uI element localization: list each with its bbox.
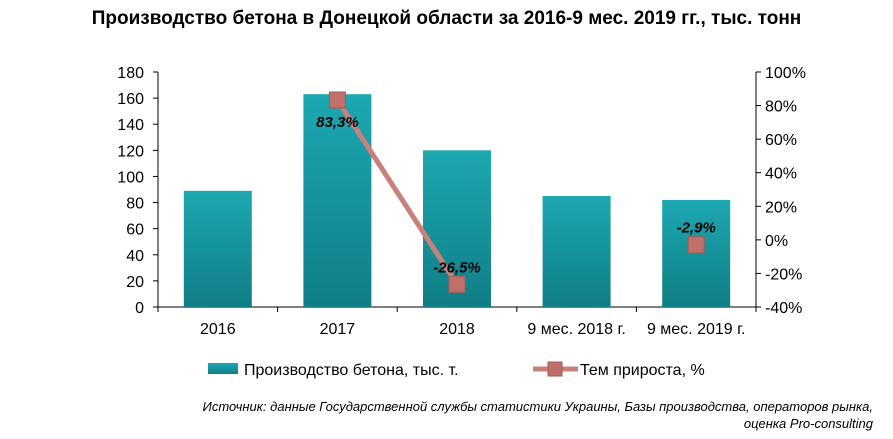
growth-line-segment (334, 97, 460, 287)
y-tick-label: 140 (117, 117, 144, 134)
x-tick-label: 9 мес. 2018 г. (527, 321, 626, 338)
y2-tick-label: 60% (765, 132, 797, 149)
y-tick-label: 80 (126, 196, 144, 213)
legend-label-line: Тем прироста, % (580, 362, 705, 379)
source-line-2: оценка Pro-consulting (743, 416, 873, 431)
y-tick-label: 120 (117, 143, 144, 160)
growth-marker (448, 275, 466, 293)
growth-marker (328, 91, 346, 109)
bar (542, 196, 611, 307)
y2-tick-label: -40% (765, 300, 802, 317)
source-line-1: Источник: данные Государственной службы … (202, 399, 873, 414)
y-tick-label: 20 (126, 274, 144, 291)
growth-data-label: -2,9% (677, 220, 716, 237)
legend-swatch-marker (547, 361, 563, 377)
x-tick-label: 2018 (439, 321, 475, 338)
y2-tick-label: 20% (765, 199, 797, 216)
bar (662, 199, 731, 307)
growth-data-label: 83,3% (316, 114, 359, 131)
y-tick-label: 60 (126, 222, 144, 239)
chart: 0 20 40 60 80 100 120 140 160 180 -40% -20% 0% 20% 40%… (117, 65, 806, 379)
y-tick-label: 0 (135, 300, 144, 317)
chart-title: Производство бетона в Донецкой области з… (91, 8, 802, 29)
bar (303, 94, 372, 307)
x-tick-label: 9 мес. 2019 г. (647, 321, 746, 338)
y2-tick-label: 40% (765, 166, 797, 183)
y-tick-label: 100 (117, 169, 144, 186)
y2-tick-label: 0% (765, 233, 788, 250)
legend-label-bar: Производство бетона, тыс. т. (244, 362, 459, 379)
legend-swatch-bar (208, 363, 238, 374)
y-tick-label: 180 (117, 65, 144, 82)
y-tick-label: 160 (117, 91, 144, 108)
growth-data-label: -26,5% (433, 259, 481, 276)
x-tick-label: 2017 (320, 321, 356, 338)
y2-tick-label: 80% (765, 99, 797, 116)
source-note: Источник: данные Государственной службы … (13, 398, 873, 432)
bar (183, 190, 252, 307)
y2-tick-label: 100% (765, 65, 806, 82)
growth-marker (687, 236, 705, 254)
y-tick-label: 40 (126, 248, 144, 265)
y2-tick-label: -20% (765, 266, 802, 283)
x-tick-label: 2016 (200, 321, 236, 338)
